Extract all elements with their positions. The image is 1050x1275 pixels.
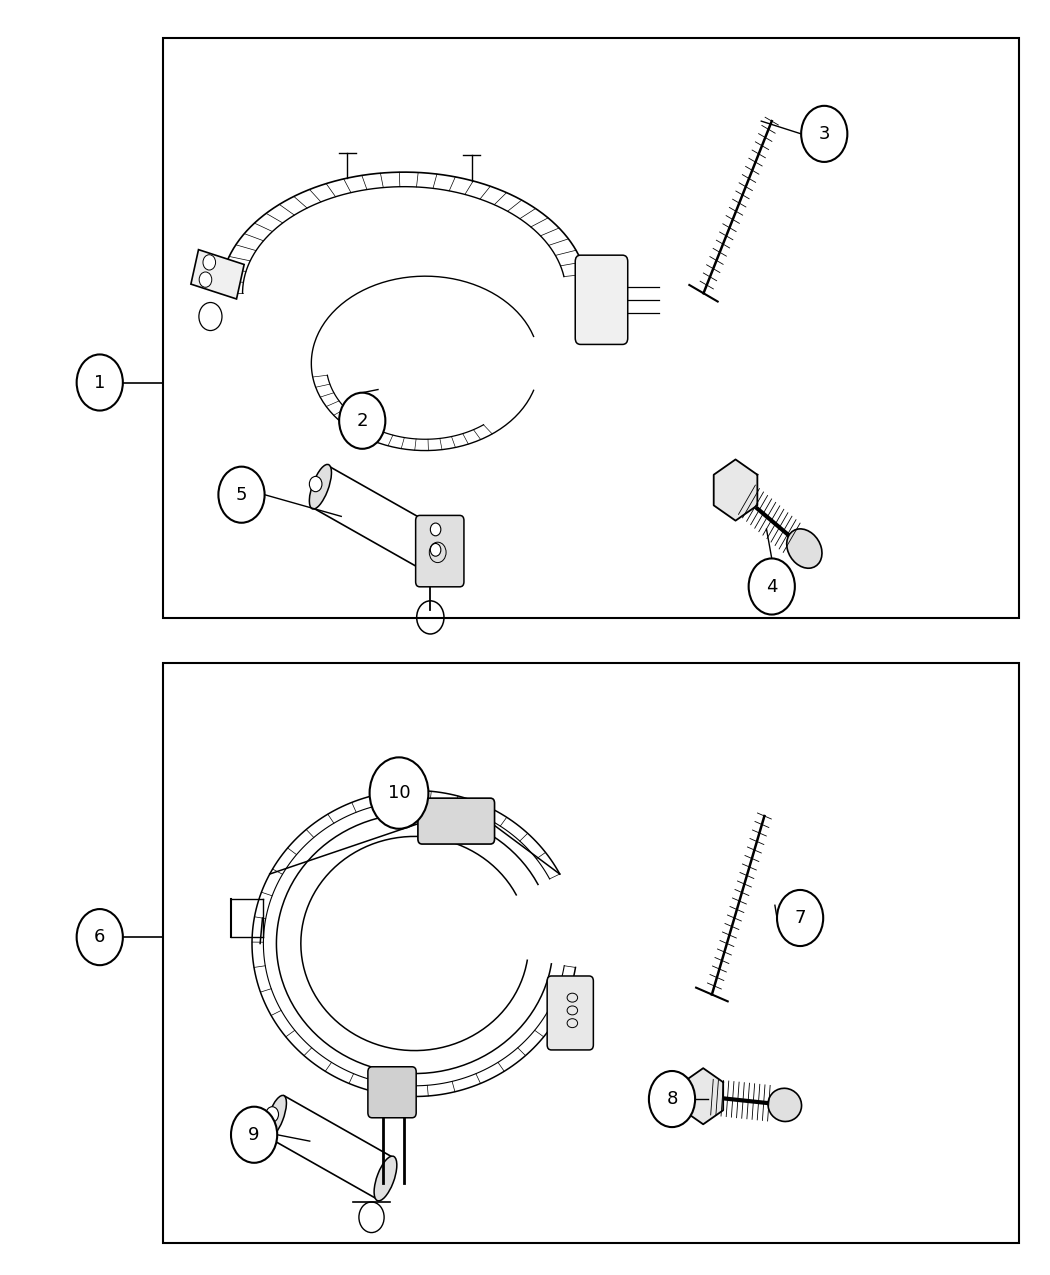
- Circle shape: [77, 909, 123, 965]
- Circle shape: [310, 477, 322, 492]
- Circle shape: [231, 1107, 277, 1163]
- Polygon shape: [714, 459, 757, 520]
- Bar: [163, 38, 1018, 618]
- Ellipse shape: [768, 1089, 801, 1122]
- Ellipse shape: [374, 1156, 397, 1201]
- Ellipse shape: [266, 1095, 287, 1137]
- Text: 10: 10: [387, 784, 411, 802]
- Text: 5: 5: [236, 486, 247, 504]
- Ellipse shape: [786, 529, 822, 569]
- Circle shape: [430, 543, 441, 556]
- Circle shape: [266, 1107, 278, 1122]
- Ellipse shape: [310, 464, 332, 509]
- Circle shape: [218, 467, 265, 523]
- Circle shape: [77, 354, 123, 411]
- Text: 1: 1: [94, 374, 105, 391]
- Circle shape: [430, 523, 441, 536]
- Polygon shape: [684, 1068, 723, 1125]
- FancyBboxPatch shape: [547, 975, 593, 1049]
- Text: 2: 2: [357, 412, 367, 430]
- Polygon shape: [191, 250, 245, 298]
- Circle shape: [801, 106, 847, 162]
- Text: 4: 4: [766, 578, 777, 595]
- Text: 7: 7: [795, 909, 805, 927]
- Text: 3: 3: [819, 125, 830, 143]
- Circle shape: [339, 393, 385, 449]
- FancyBboxPatch shape: [416, 515, 464, 586]
- Circle shape: [649, 1071, 695, 1127]
- Circle shape: [203, 255, 215, 270]
- Text: 6: 6: [94, 928, 105, 946]
- Circle shape: [749, 558, 795, 615]
- FancyBboxPatch shape: [418, 798, 495, 844]
- Text: 8: 8: [667, 1090, 677, 1108]
- FancyBboxPatch shape: [575, 255, 628, 344]
- Bar: [163, 663, 1018, 1243]
- Text: 9: 9: [249, 1126, 259, 1144]
- Circle shape: [200, 272, 212, 287]
- Circle shape: [370, 757, 428, 829]
- Circle shape: [777, 890, 823, 946]
- FancyBboxPatch shape: [368, 1067, 416, 1118]
